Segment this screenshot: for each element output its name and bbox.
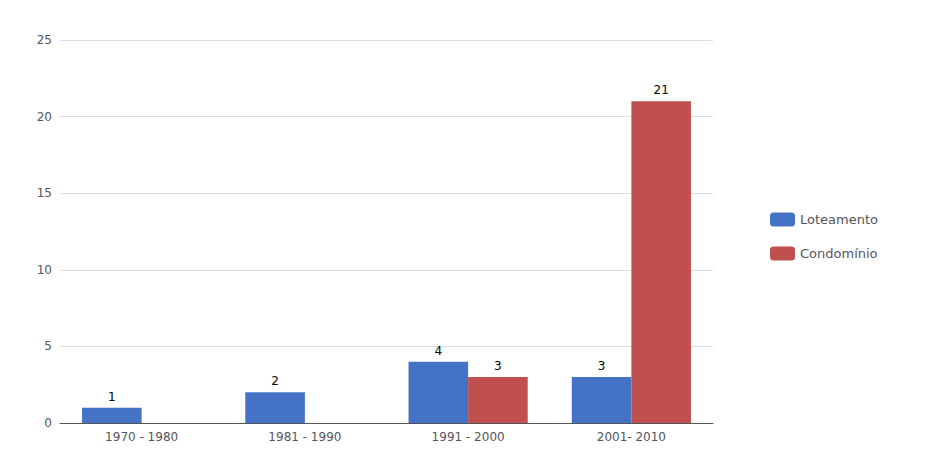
svg-text:15: 15: [37, 186, 52, 200]
svg-text:Loteamento: Loteamento: [800, 212, 878, 227]
svg-text:21: 21: [654, 83, 669, 97]
svg-text:4: 4: [435, 344, 443, 358]
svg-text:3: 3: [598, 359, 606, 373]
svg-text:25: 25: [37, 33, 52, 47]
svg-text:2: 2: [271, 374, 279, 388]
svg-text:10: 10: [37, 263, 52, 277]
svg-text:1981 - 1990: 1981 - 1990: [268, 430, 341, 444]
svg-text:2001- 2010: 2001- 2010: [597, 430, 666, 444]
svg-text:1: 1: [108, 390, 116, 404]
svg-text:5: 5: [44, 339, 52, 353]
svg-text:3: 3: [494, 359, 502, 373]
svg-text:1970 - 1980: 1970 - 1980: [105, 430, 178, 444]
svg-text:20: 20: [37, 110, 52, 124]
svg-text:Condomínio: Condomínio: [800, 246, 878, 261]
svg-text:0: 0: [44, 416, 52, 430]
svg-text:1991 - 2000: 1991 - 2000: [432, 430, 505, 444]
